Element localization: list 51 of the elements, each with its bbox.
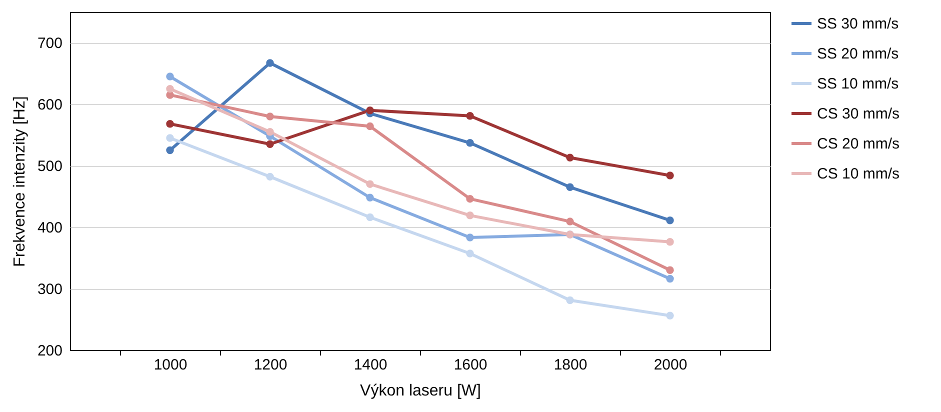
point: [266, 172, 274, 181]
legend-label: CS 30 mm/s: [817, 106, 900, 122]
point: [166, 120, 174, 128]
point: [566, 218, 574, 226]
point: [566, 296, 574, 304]
point: [566, 154, 574, 162]
point: [366, 180, 374, 188]
point: [466, 234, 474, 242]
point: [366, 194, 374, 202]
x-axis-title: Výkon laseru [W]: [360, 382, 481, 400]
point: [566, 183, 574, 192]
point: [166, 146, 174, 154]
y-tick-label: 300: [37, 281, 62, 298]
point: [666, 238, 674, 246]
point: [666, 216, 674, 224]
x-tick-label: 1200: [254, 356, 288, 374]
y-tick-label: 400: [37, 220, 62, 237]
point: [466, 212, 474, 220]
point: [366, 122, 374, 130]
x-tick-label: 2000: [654, 356, 688, 374]
point: [366, 213, 374, 222]
point: [666, 172, 674, 180]
legend-label: CS 20 mm/s: [817, 136, 900, 152]
y-axis-title: Frekvence intenzity [Hz]: [11, 96, 28, 267]
point: [266, 128, 274, 136]
x-tick-label: 1400: [354, 356, 388, 374]
point: [666, 274, 674, 283]
y-tick-label: 600: [37, 96, 62, 114]
legend-label: SS 20 mm/s: [817, 46, 899, 62]
point: [666, 312, 674, 320]
point: [166, 134, 174, 142]
point: [266, 140, 274, 148]
legend-label: SS 30 mm/s: [817, 16, 899, 32]
point: [466, 194, 474, 203]
legend-label: SS 10 mm/s: [817, 76, 899, 92]
y-tick-label: 700: [37, 35, 62, 52]
point: [166, 84, 174, 93]
x-tick-label: 1600: [454, 356, 488, 374]
point: [166, 72, 174, 80]
legend-label: CS 10 mm/s: [817, 166, 900, 182]
point: [266, 59, 274, 67]
x-tick-label: 1000: [154, 356, 188, 374]
point: [666, 266, 674, 274]
point: [366, 106, 374, 114]
x-tick-label: 1800: [554, 356, 588, 374]
y-tick-label: 500: [37, 158, 62, 176]
point: [466, 250, 474, 258]
point: [466, 112, 474, 120]
point: [266, 112, 274, 120]
y-tick-label: 200: [37, 342, 62, 360]
point: [466, 139, 474, 147]
